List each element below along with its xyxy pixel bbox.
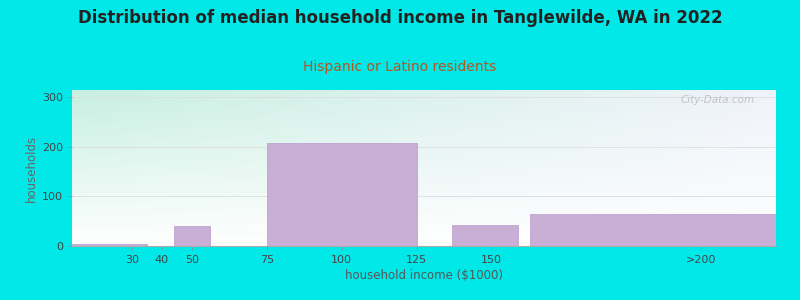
X-axis label: household income ($1000): household income ($1000) xyxy=(345,269,503,282)
Text: City-Data.com: City-Data.com xyxy=(681,95,755,105)
Text: Hispanic or Latino residents: Hispanic or Latino residents xyxy=(303,60,497,74)
Bar xyxy=(266,143,417,246)
Bar xyxy=(72,244,147,246)
Bar xyxy=(174,226,210,246)
Bar xyxy=(453,225,518,246)
Y-axis label: households: households xyxy=(25,134,38,202)
Bar xyxy=(530,214,776,246)
Text: Distribution of median household income in Tanglewilde, WA in 2022: Distribution of median household income … xyxy=(78,9,722,27)
